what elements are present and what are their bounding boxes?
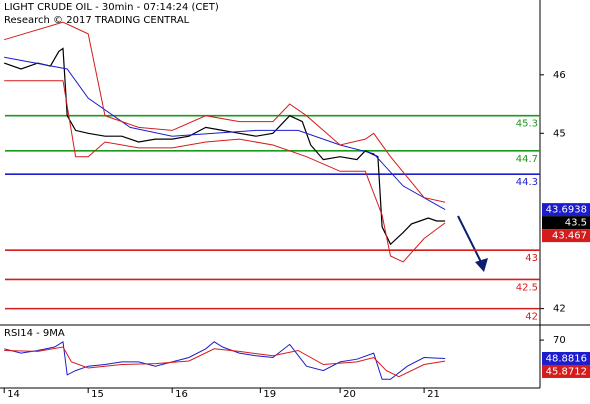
- y-tick-label: 46: [553, 70, 566, 81]
- value-box: [542, 216, 590, 230]
- value-box: [542, 351, 590, 365]
- chart-subtitle: Research © 2017 TRADING CENTRAL: [4, 15, 190, 26]
- level-label: 44.7: [516, 154, 538, 165]
- series-line: [4, 56, 446, 211]
- series-line: [4, 21, 446, 203]
- x-tick-label: 15: [91, 389, 104, 400]
- value-box-label: 45.8712: [546, 366, 587, 377]
- value-box: [542, 229, 590, 243]
- chart-title: LIGHT CRUDE OIL - 30min - 07:14:24 (CET): [4, 2, 219, 13]
- level-label: 42: [525, 312, 538, 323]
- series-line: [4, 346, 446, 378]
- value-box: [542, 364, 590, 378]
- series-line: [4, 80, 446, 263]
- value-box-label: 43.6938: [546, 205, 587, 216]
- level-label: 43: [525, 253, 538, 264]
- level-label: 42.5: [516, 282, 538, 293]
- x-tick-label: 21: [427, 389, 440, 400]
- y-tick-label: 70: [553, 335, 566, 346]
- series-line: [4, 340, 446, 380]
- value-box-label: 43.5: [565, 218, 587, 229]
- x-tick-label: 14: [7, 389, 20, 400]
- y-tick-label: 45: [553, 128, 566, 139]
- value-box-label: 43.467: [552, 231, 587, 242]
- value-box: [542, 203, 590, 217]
- x-tick-label: 16: [175, 389, 188, 400]
- arrow-head: [475, 258, 488, 272]
- arrow-shaft: [457, 215, 483, 265]
- x-tick-label: 19: [263, 389, 276, 400]
- level-label: 45.3: [516, 119, 538, 130]
- value-box-label: 48.8816: [546, 353, 587, 364]
- x-tick-label: 20: [343, 389, 356, 400]
- rsi-title: RSI14 - 9MA: [4, 328, 65, 339]
- forecast-arrow: [457, 215, 488, 272]
- y-tick-label: 42: [553, 304, 566, 315]
- level-label: 44.3: [516, 177, 538, 188]
